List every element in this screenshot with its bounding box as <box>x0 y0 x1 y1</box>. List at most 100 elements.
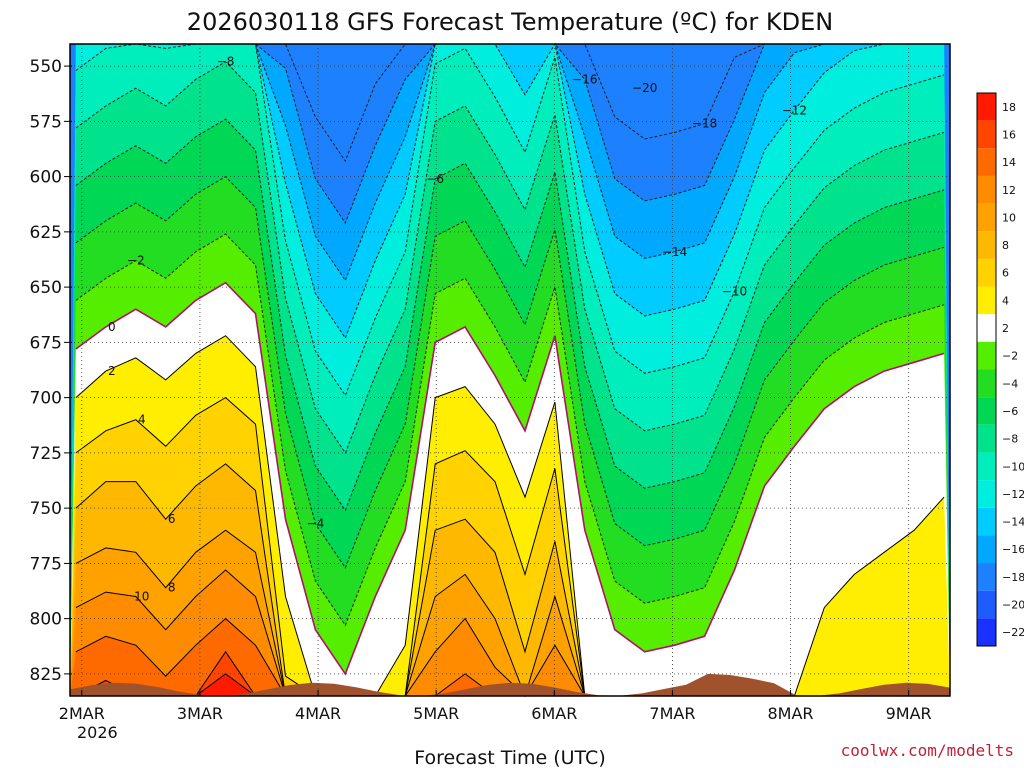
y-tick-label: 625 <box>30 223 62 243</box>
x-tick-label: 3MAR <box>177 704 223 723</box>
colorbar-swatch <box>977 120 996 149</box>
colorbar-swatch <box>977 507 996 536</box>
colorbar-label: −12 <box>1002 488 1024 501</box>
contour-label: 6 <box>168 512 176 526</box>
colorbar-label: −20 <box>1002 599 1024 612</box>
y-tick-label: 600 <box>30 168 62 188</box>
y-tick-label: 550 <box>30 57 62 77</box>
colorbar-swatch <box>977 258 996 287</box>
contour-label: 0 <box>108 320 116 334</box>
band-2 <box>70 335 950 696</box>
colorbar-label: 8 <box>1002 239 1009 252</box>
colorbar-label: 10 <box>1002 211 1016 224</box>
contour-label: −6 <box>426 172 444 186</box>
x-tick-label: 9MAR <box>886 704 932 723</box>
contour-label: −4 <box>307 517 325 531</box>
colorbar-swatch <box>977 590 996 619</box>
plot-frame <box>69 43 951 697</box>
contour-label: −2 <box>127 254 145 268</box>
contour-label: −14 <box>662 245 687 259</box>
x-axis-year: 2026 <box>77 723 118 742</box>
contour-labels: −10 −12 −14 −16 −18 −20 −8 −6 −4 −2 10 8 6 4 2 0 <box>108 55 807 604</box>
y-axis-ticks: 550 575 600 625 650 675 700 725 750 775 800 825 <box>30 57 72 685</box>
y-tick-label: 675 <box>30 333 62 353</box>
isotherm--12 <box>75 42 945 340</box>
colorbar-swatch <box>977 314 996 342</box>
temperature-bands <box>70 44 950 697</box>
contour-label: −12 <box>782 103 807 117</box>
colorbar-label: −10 <box>1002 460 1024 473</box>
colorbar-swatch <box>977 175 996 204</box>
colorbar-label: −16 <box>1002 543 1024 556</box>
y-tick-label: 650 <box>30 278 62 298</box>
colorbar-label: −2 <box>1002 350 1018 363</box>
x-tick-label: 7MAR <box>649 704 695 723</box>
colorbar-label: −8 <box>1002 433 1018 446</box>
contour-label: 8 <box>168 581 176 595</box>
colorbar-label: −6 <box>1002 405 1018 418</box>
plot-area: −10 −12 −14 −16 −18 −20 −8 −6 −4 −2 10 8 6 4 2 0 <box>69 42 951 698</box>
y-tick-label: 750 <box>30 499 62 519</box>
colorbar-label: −14 <box>1002 516 1024 529</box>
colorbar-frame <box>976 92 997 647</box>
colorbar-swatch <box>977 93 996 121</box>
x-tick-label: 5MAR <box>413 704 459 723</box>
credit-text: coolwx.com/modelts <box>841 741 1014 760</box>
colorbar-swatch <box>977 397 996 425</box>
contour-label: −10 <box>722 285 747 299</box>
colorbar-swatch <box>977 231 996 259</box>
colorbar-swatch <box>977 369 996 398</box>
isotherm--6 <box>75 118 945 512</box>
y-tick-label: 700 <box>30 389 62 409</box>
colorbar-swatch <box>977 341 996 370</box>
y-tick-label: 575 <box>30 112 62 132</box>
colorbar-label: 12 <box>1002 184 1016 197</box>
grid-lines <box>70 44 950 696</box>
colorbar-label: −4 <box>1002 377 1018 390</box>
colorbar-label: 16 <box>1002 128 1016 141</box>
colorbar-label: −22 <box>1002 626 1024 639</box>
contour-label: 4 <box>138 413 146 427</box>
colorbar-swatch <box>977 148 996 176</box>
colorbar-swatch <box>977 480 996 508</box>
chart-title: 2026030118 GFS Forecast Temperature (ºC)… <box>187 8 833 36</box>
isotherm-0 <box>75 281 945 676</box>
y-tick-label: 800 <box>30 610 62 630</box>
x-axis-ticks: 2MAR 3MAR 4MAR 5MAR 6MAR 7MAR 8MAR 9MAR <box>59 690 932 723</box>
colorbar-swatch <box>977 286 996 315</box>
colorbar-swatch <box>977 535 996 564</box>
colorbar: 18 16 14 12 10 8 6 4 2 −2 −4 −6 −8 −10 −12 −14 −16 −18 −20… <box>976 92 1024 647</box>
isotherm--8 <box>75 61 945 454</box>
band-4 <box>70 397 950 696</box>
x-tick-label: 4MAR <box>295 704 341 723</box>
contour-label: 10 <box>134 590 149 604</box>
colorbar-label: 14 <box>1002 156 1016 169</box>
isotherm--4 <box>75 175 945 569</box>
x-tick-label: 6MAR <box>531 704 577 723</box>
y-tick-label: 775 <box>30 554 62 574</box>
y-tick-label: 825 <box>30 665 62 685</box>
colorbar-swatch <box>977 424 996 453</box>
colorbar-label: 2 <box>1002 322 1009 335</box>
contour-label: 2 <box>108 364 116 378</box>
contour-label: −8 <box>217 55 235 69</box>
colorbar-swatch <box>977 618 996 646</box>
colorbar-swatch <box>977 203 996 232</box>
colorbar-swatch <box>977 563 996 591</box>
x-tick-label: 8MAR <box>768 704 814 723</box>
x-tick-label: 2MAR <box>59 704 105 723</box>
colorbar-swatch <box>977 452 996 481</box>
y-tick-label: 725 <box>30 444 62 464</box>
colorbar-label: 4 <box>1002 294 1009 307</box>
colorbar-label: 6 <box>1002 267 1009 280</box>
x-axis-label: Forecast Time (UTC) <box>414 747 605 768</box>
contour-label: −16 <box>572 72 597 86</box>
colorbar-label: 18 <box>1002 101 1016 114</box>
colorbar-label: −18 <box>1002 571 1024 584</box>
isotherm--2 <box>75 233 945 627</box>
isotherm-2 <box>75 335 945 697</box>
contour-label: −20 <box>632 81 657 95</box>
terrain-surface <box>70 673 950 696</box>
contour-label: −18 <box>692 117 717 131</box>
